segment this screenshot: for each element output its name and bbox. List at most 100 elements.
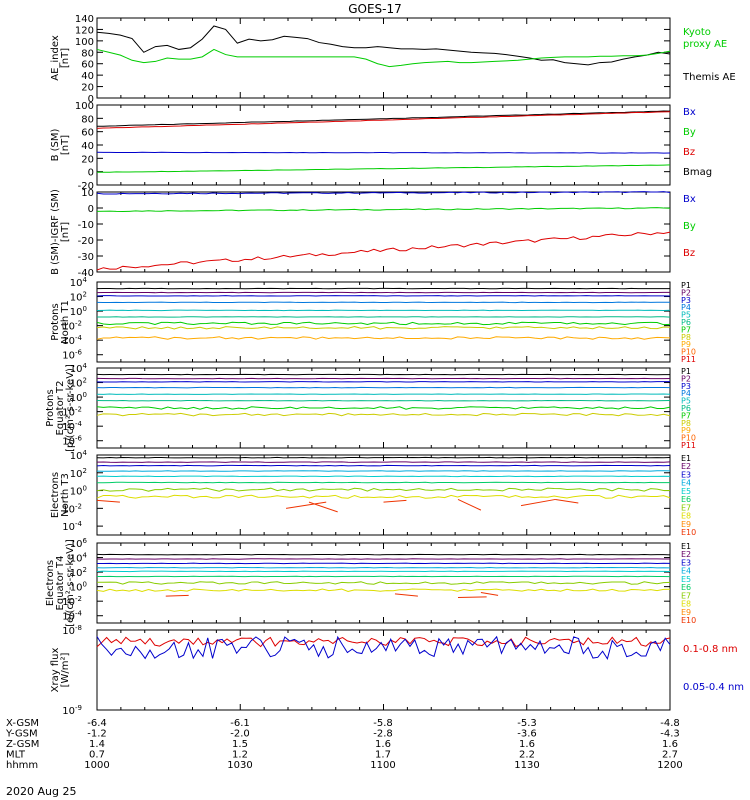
y-tick-label: -20 bbox=[78, 236, 94, 247]
plot-frame bbox=[96, 629, 671, 711]
y-tick-label: 80 bbox=[81, 48, 94, 59]
y-tick-label: -20 bbox=[78, 181, 94, 192]
legend-item: By bbox=[683, 221, 696, 232]
legend-item: 0.05-0.4 nm bbox=[683, 682, 744, 693]
y-axis-label-line: Electrons bbox=[50, 472, 61, 518]
footer-row-label: MLT bbox=[6, 750, 26, 761]
y-axis-label-line: Protons bbox=[45, 389, 56, 426]
y-tick-label: 20 bbox=[81, 154, 94, 165]
footer-value: 2.7 bbox=[662, 750, 678, 761]
footer-value: 1100 bbox=[370, 760, 395, 771]
y-axis-label-line: B (SM)-IGRF (SM) bbox=[50, 189, 61, 275]
y-axis-label: Electrons Equator T4 [e/(cm²-s-sr-keV)] bbox=[45, 539, 76, 627]
footer-value: 1.2 bbox=[232, 750, 248, 761]
flux-line-e7 bbox=[96, 581, 671, 585]
fragment-line bbox=[457, 498, 482, 511]
y-tick-label: 0 bbox=[88, 168, 94, 179]
panel-b_sm: -20 0 20 40 60 80 100 B (SM) [nT] Bx By Bz Bmag bbox=[50, 101, 712, 192]
y-tick-label: 104 bbox=[70, 449, 88, 462]
legend-item: proxy AE bbox=[683, 39, 727, 50]
y-axis-label-line: North T3 bbox=[60, 473, 71, 517]
y-axis-label-line: [nT] bbox=[60, 48, 71, 68]
legend-item-e3: E3 bbox=[681, 558, 691, 567]
fragment-line bbox=[555, 498, 579, 504]
footer-value: -6.1 bbox=[230, 718, 250, 729]
legend-item-e3: E3 bbox=[681, 470, 691, 479]
plot-frame bbox=[96, 191, 671, 273]
footer-row-label: X-GSM bbox=[6, 718, 39, 729]
flux-line-e4 bbox=[96, 470, 671, 472]
legend-item-p6: P6 bbox=[681, 404, 691, 413]
footer-value: 0.7 bbox=[89, 750, 105, 761]
series-line-bmag bbox=[96, 110, 671, 127]
legend-item: Bx bbox=[683, 107, 696, 118]
legend-item-e4: E4 bbox=[681, 567, 691, 576]
legend-item-p11: P11 bbox=[681, 355, 696, 364]
footer-value: -1.2 bbox=[87, 729, 107, 740]
y-axis-label-line: [p/(cm²-s-sr-keV)] bbox=[65, 364, 76, 452]
legend-item-p6: P6 bbox=[681, 318, 691, 327]
footer-value: 1130 bbox=[514, 760, 539, 771]
legend-item-e6: E6 bbox=[681, 583, 691, 592]
legend-item: Bmag bbox=[683, 167, 712, 178]
footer-value: 1200 bbox=[657, 760, 682, 771]
footer-value: 1.7 bbox=[375, 750, 391, 761]
y-axis-label: B (SM) [nT] bbox=[50, 128, 71, 161]
footer-axis-table: X-GSM -6.4 -6.1 -5.8 -5.3 -4.8 Y-GSM -1.2 -2.0 -2… bbox=[5, 718, 683, 771]
y-axis-label-line: [e/(cm²-s-sr-keV)] bbox=[65, 539, 76, 627]
y-axis-label-line: Xray flux bbox=[50, 648, 61, 693]
footer-value: -2.8 bbox=[373, 729, 393, 740]
footer-value: -5.3 bbox=[517, 718, 537, 729]
y-axis-label-line: Protons bbox=[50, 303, 61, 340]
y-tick-label: 100 bbox=[70, 305, 87, 318]
plot-frame bbox=[96, 104, 671, 186]
legend-item-e7: E7 bbox=[681, 503, 691, 512]
fragment-line bbox=[480, 591, 499, 596]
flux-line-p9 bbox=[96, 336, 671, 340]
y-axis-label-line: [nT] bbox=[60, 222, 71, 242]
y-tick-label: 102 bbox=[70, 291, 87, 304]
figure-title: GOES-17 bbox=[348, 2, 402, 16]
flux-line-p8 bbox=[96, 412, 671, 417]
legend-item-e4: E4 bbox=[681, 479, 691, 488]
legend-item-p9: P9 bbox=[681, 340, 691, 349]
legend-item-e2: E2 bbox=[681, 462, 691, 471]
footer-value: 1.5 bbox=[232, 739, 248, 750]
series-line-themis-ae bbox=[96, 25, 671, 66]
y-axis-label-line: [W/m²] bbox=[60, 652, 71, 687]
legend-item: Bz bbox=[683, 147, 695, 158]
series-line-by bbox=[96, 207, 671, 213]
y-tick-label: 140 bbox=[75, 14, 94, 25]
footer-value: 1030 bbox=[227, 760, 252, 771]
y-tick-label: 10-9 bbox=[62, 704, 82, 717]
series-line-by bbox=[96, 164, 671, 173]
series-line-bx bbox=[96, 151, 671, 154]
fragment-line bbox=[286, 501, 327, 509]
legend-item-p5: P5 bbox=[681, 311, 691, 320]
fragment-line bbox=[165, 594, 189, 597]
flux-line-p7 bbox=[96, 321, 671, 326]
flux-line-e7 bbox=[96, 487, 671, 492]
xray-line-red bbox=[96, 636, 671, 648]
legend-item-e5: E5 bbox=[681, 487, 691, 496]
fragment-line bbox=[457, 596, 487, 599]
legend-item-e10: E10 bbox=[681, 616, 696, 625]
fragment-line bbox=[394, 593, 418, 597]
footer-row-label: hhmm bbox=[6, 760, 38, 771]
legend-item: Kyoto bbox=[683, 27, 711, 38]
legend-item-p9: P9 bbox=[681, 426, 691, 435]
legend-item-p7: P7 bbox=[681, 411, 691, 420]
footer-value: 1000 bbox=[84, 760, 109, 771]
series-line-bx bbox=[96, 191, 671, 195]
y-axis-label: B (SM)-IGRF (SM) [nT] bbox=[50, 189, 71, 275]
y-tick-label: 20 bbox=[81, 83, 94, 94]
y-axis-label-line: AE_index bbox=[50, 35, 61, 81]
y-tick-label: 102 bbox=[70, 467, 87, 480]
y-tick-label: 40 bbox=[81, 141, 94, 152]
y-tick-label: 80 bbox=[81, 114, 94, 125]
y-tick-label: 100 bbox=[75, 101, 94, 112]
